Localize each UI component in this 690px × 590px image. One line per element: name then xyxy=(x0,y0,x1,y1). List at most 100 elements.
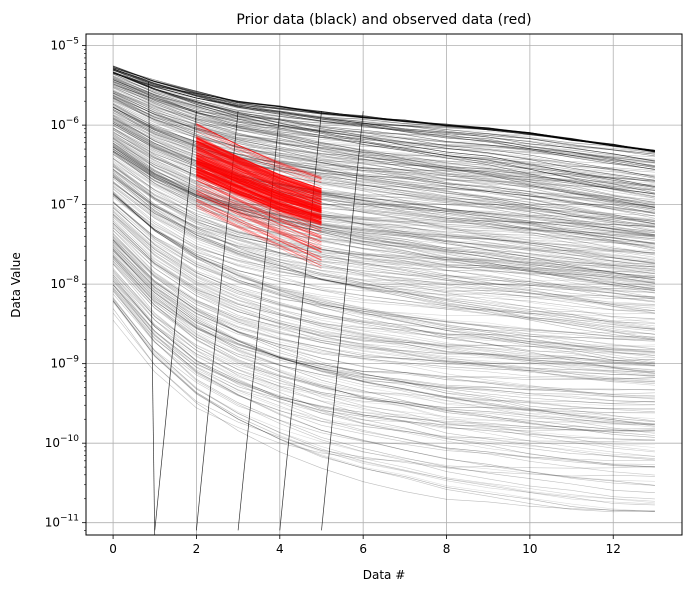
observed-series-line xyxy=(196,135,322,191)
prior-series-line xyxy=(112,94,655,194)
prior-series-line xyxy=(112,110,655,235)
prior-series-line xyxy=(112,106,655,236)
observed-series-line xyxy=(196,168,322,218)
prior-series-line xyxy=(112,174,655,293)
observed-series-line xyxy=(196,159,322,211)
prior-series-line xyxy=(112,290,655,500)
prior-series-line xyxy=(112,175,655,267)
prior-series-line xyxy=(154,111,197,531)
observed-series-line xyxy=(196,148,322,201)
observed-series-line xyxy=(196,148,322,200)
prior-series-line xyxy=(112,284,655,425)
prior-series-line xyxy=(112,77,655,210)
prior-series-line xyxy=(112,211,655,353)
prior-series-line xyxy=(112,100,655,190)
prior-series-line xyxy=(112,169,655,299)
prior-series-line xyxy=(112,87,655,202)
prior-series-line xyxy=(112,85,655,167)
observed-series-line xyxy=(196,184,322,243)
observed-series-line xyxy=(196,137,322,190)
prior-series-line xyxy=(112,171,655,284)
observed-series-line xyxy=(196,166,322,218)
prior-series-line xyxy=(112,149,655,254)
prior-series-line xyxy=(112,201,655,375)
prior-series-line xyxy=(112,153,655,274)
observed-series-line xyxy=(196,141,322,198)
observed-series-line xyxy=(196,205,322,267)
observed-series-line xyxy=(196,149,322,201)
prior-series-line xyxy=(112,146,655,236)
prior-series-line xyxy=(112,250,655,391)
prior-series-line xyxy=(112,274,655,414)
prior-series-line xyxy=(112,152,655,303)
prior-series-line xyxy=(112,106,655,207)
prior-series-line xyxy=(112,172,655,335)
prior-series-line xyxy=(112,137,655,266)
prior-series-line xyxy=(112,146,655,284)
observed-series-line xyxy=(196,171,322,220)
prior-series-line xyxy=(112,99,655,182)
prior-series-line xyxy=(113,81,655,162)
prior-series-line xyxy=(112,278,655,414)
prior-series-line xyxy=(112,238,655,362)
observed-series-line xyxy=(196,193,322,253)
prior-series-line xyxy=(112,182,655,290)
prior-series-line xyxy=(112,164,655,330)
prior-series-line xyxy=(112,104,655,249)
prior-series-line xyxy=(112,299,655,462)
prior-series-line xyxy=(112,134,655,226)
prior-series-line xyxy=(112,201,655,350)
prior-series-line xyxy=(112,150,655,264)
observed-series-line xyxy=(196,145,322,196)
observed-series-line xyxy=(196,166,322,217)
prior-series-line xyxy=(112,291,655,433)
prior-series-line xyxy=(112,121,655,234)
prior-series-line xyxy=(112,112,655,191)
prior-series-line xyxy=(112,133,655,264)
prior-series-line xyxy=(112,124,655,261)
observed-series-line xyxy=(196,171,322,220)
prior-series-line xyxy=(112,133,655,262)
x-tick-label: 4 xyxy=(276,542,284,556)
observed-series-line xyxy=(196,143,322,196)
observed-series-line xyxy=(196,182,322,243)
prior-series-line xyxy=(112,104,655,214)
observed-series-line xyxy=(196,162,322,219)
observed-series-line xyxy=(196,157,322,208)
prior-series-line xyxy=(112,229,655,355)
prior-series-line xyxy=(112,308,655,512)
prior-series-line xyxy=(112,127,655,244)
prior-series-line xyxy=(112,164,655,324)
prior-series-line xyxy=(112,148,655,259)
prior-series-line xyxy=(112,247,655,367)
prior-series-line xyxy=(237,111,281,531)
prior-series-line xyxy=(112,97,655,228)
observed-series-line xyxy=(196,174,322,223)
observed-series-line xyxy=(196,162,322,213)
observed-series-line xyxy=(196,152,322,203)
observed-series-line xyxy=(196,161,322,212)
observed-series-line xyxy=(196,157,322,208)
observed-series-line xyxy=(196,160,322,211)
observed-series-line xyxy=(196,179,322,240)
observed-series-line xyxy=(196,159,322,210)
prior-series-line xyxy=(112,194,655,330)
prior-series-line xyxy=(112,73,655,198)
observed-series-line xyxy=(196,137,322,190)
prior-series-line xyxy=(112,110,655,213)
observed-series-line xyxy=(196,171,322,222)
observed-series-line xyxy=(196,174,322,224)
observed-series-line xyxy=(196,168,322,218)
observed-series-line xyxy=(196,162,322,213)
observed-series-line xyxy=(196,140,322,193)
observed-series-line xyxy=(196,168,322,226)
prior-series-line xyxy=(112,87,655,225)
prior-series-line xyxy=(112,133,655,240)
prior-series-line xyxy=(112,131,655,228)
prior-series-line xyxy=(112,107,655,233)
observed-series-line xyxy=(196,165,322,216)
prior-series-line xyxy=(112,81,655,164)
prior-series-line xyxy=(112,163,655,243)
observed-series-line xyxy=(196,166,322,216)
prior-series-line xyxy=(112,148,655,236)
